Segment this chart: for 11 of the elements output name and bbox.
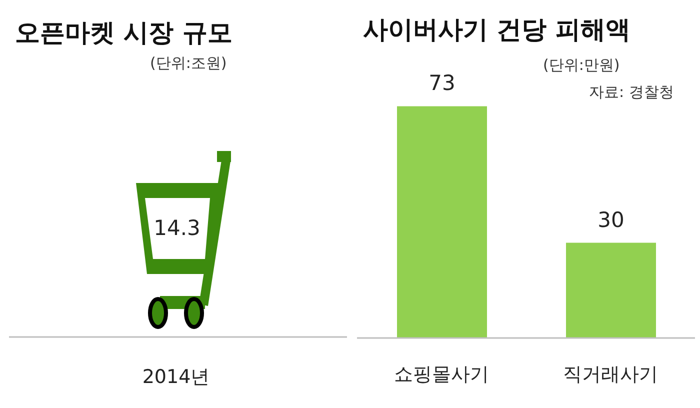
data-label: 73	[428, 71, 456, 96]
chart-subtitle: (단위:만원)	[543, 56, 620, 74]
text: 오픈마켓 시장 규모	[15, 18, 232, 47]
category-label: 2014년	[142, 366, 210, 388]
x-tick-label: 쇼핑몰사기	[394, 363, 489, 386]
text: 자료: 경찰청	[589, 83, 674, 101]
data-label: 14.3	[154, 216, 200, 240]
x-tick-label: 직거래사기	[563, 363, 658, 386]
text: (단위:조원)	[150, 54, 227, 72]
chart-title: 사이버사기 건당 피해액	[363, 15, 630, 44]
data-label: 30	[598, 208, 624, 232]
